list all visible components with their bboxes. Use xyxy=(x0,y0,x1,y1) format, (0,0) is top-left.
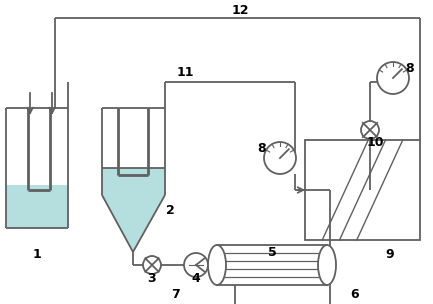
FancyBboxPatch shape xyxy=(305,140,420,240)
Text: 7: 7 xyxy=(171,288,179,302)
Circle shape xyxy=(377,62,409,94)
Text: 8: 8 xyxy=(406,61,414,74)
Text: 2: 2 xyxy=(166,203,174,216)
Polygon shape xyxy=(102,168,165,252)
Text: 3: 3 xyxy=(148,271,156,285)
FancyBboxPatch shape xyxy=(217,245,327,285)
Text: 12: 12 xyxy=(231,4,249,16)
Text: 4: 4 xyxy=(192,271,200,285)
Text: 5: 5 xyxy=(268,246,276,258)
Circle shape xyxy=(264,142,296,174)
Ellipse shape xyxy=(318,245,336,285)
Text: 11: 11 xyxy=(176,65,194,78)
Circle shape xyxy=(184,253,208,277)
Text: 1: 1 xyxy=(32,248,42,261)
Text: 9: 9 xyxy=(386,248,394,261)
Text: 8: 8 xyxy=(258,141,266,154)
Text: 6: 6 xyxy=(351,288,359,302)
Circle shape xyxy=(361,121,379,139)
Text: 10: 10 xyxy=(366,136,384,148)
Ellipse shape xyxy=(208,245,226,285)
Circle shape xyxy=(143,256,161,274)
Polygon shape xyxy=(6,185,68,228)
